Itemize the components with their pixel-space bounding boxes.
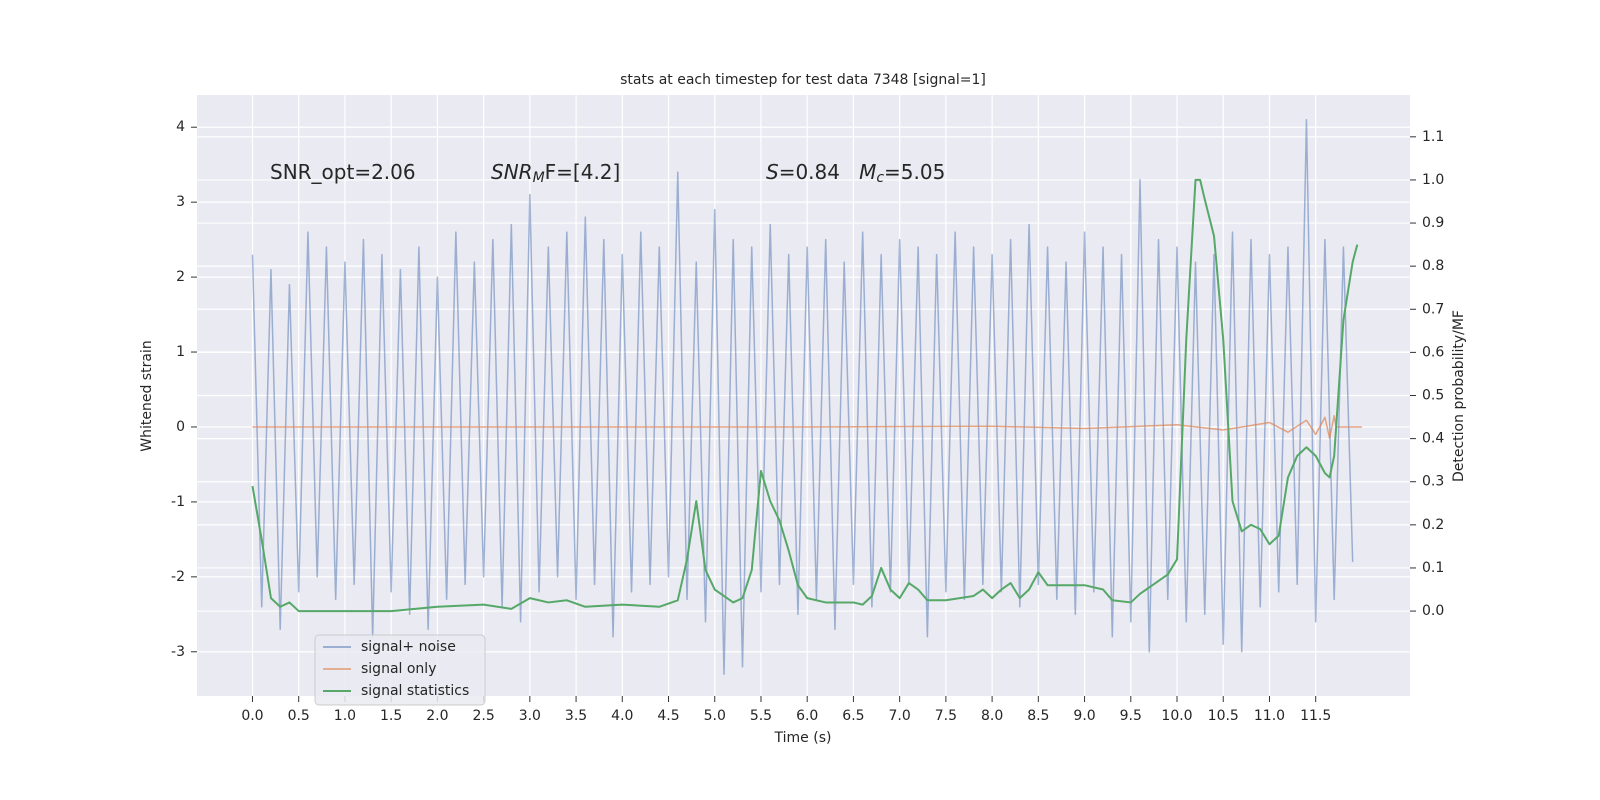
y2-tick-label: 0.2 [1422,517,1444,533]
y2-tick-label: 0.5 [1422,388,1444,404]
x-tick-label: 11.0 [1254,708,1285,724]
y2-axis-label: Detection probability/MF [1451,310,1467,482]
x-tick-label: 9.5 [1120,708,1142,724]
y-tick-label: 4 [176,119,185,135]
y2-tick-label: 0.1 [1422,560,1444,576]
y2-tick-label: 0.0 [1422,603,1444,619]
y-tick-label: -2 [171,569,185,585]
x-tick-label: 3.5 [565,708,587,724]
x-tick-label: 2.0 [426,708,448,724]
y-tick-label: 0 [176,419,185,435]
y-tick-label: 2 [176,269,185,285]
x-tick-label: 8.5 [1027,708,1049,724]
x-tick-label: 5.0 [704,708,726,724]
series-line [251,178,1359,613]
x-tick-label: 5.5 [750,708,772,724]
annotation: S=0.84 Mc=5.05 [766,160,945,187]
x-tick-label: 6.0 [796,708,818,724]
x-tick-label: 4.0 [611,708,633,724]
annotation-part: =5.05 [884,160,945,184]
annotation-part: c [876,170,884,186]
annotation-part: =0.84 [779,160,859,184]
axes: 0.0 0.5 1.0 1.5 2.0 2.5 3.0 3.5 4.0 4.5 5.0 5.5 6.0 6… [171,119,1444,724]
legend-label: signal only [361,661,436,677]
x-tick-label: 8.0 [981,708,1003,724]
annotation-part: SNR_opt=2.06 [270,160,416,184]
x-tick-label: 1.5 [380,708,402,724]
y2-tick-label: 0.7 [1422,301,1444,317]
annotation-part: F=[4.2] [545,160,621,184]
series-line [252,414,1362,439]
y-tick-label: -1 [171,494,185,510]
chart-title: stats at each timestep for test data 734… [620,72,986,88]
y2-tick-label: 0.6 [1422,344,1444,360]
x-tick-label: 9.0 [1073,708,1095,724]
annotation: SNR_opt=2.06 [270,160,416,184]
x-tick-label: 7.0 [889,708,911,724]
y-tick-label: 1 [176,344,185,360]
y2-tick-label: 1.0 [1422,172,1444,188]
annotation-part: S [766,160,779,184]
y-tick-label: 3 [176,194,185,210]
y2-tick-label: 0.9 [1422,215,1444,231]
legend-box [314,634,486,706]
x-tick-label: 4.5 [657,708,679,724]
legend-label: signal statistics [361,683,469,699]
y-tick-label: -3 [171,644,185,660]
annotation-part: M [859,160,876,184]
legend-label: signal+ noise [361,639,456,655]
annotation-part: M [533,170,545,186]
annotation-part: SNR [491,160,533,184]
x-tick-label: 10.5 [1208,708,1239,724]
x-tick-label: 3.0 [519,708,541,724]
x-tick-label: 7.5 [935,708,957,724]
annotation: SNRMF=[4.2] [491,160,620,187]
y2-tick-label: 0.8 [1422,258,1444,274]
y2-tick-label: 0.3 [1422,474,1444,490]
x-tick-label: 0.5 [288,708,310,724]
y-axis-label: Whitened strain [139,340,155,451]
x-tick-label: 6.5 [842,708,864,724]
y2-tick-label: 0.4 [1422,431,1444,447]
x-tick-label: 1.0 [334,708,356,724]
x-tick-label: 0.0 [241,708,263,724]
x-tick-label: 10.0 [1161,708,1192,724]
x-tick-label: 11.5 [1300,708,1331,724]
x-tick-label: 2.5 [472,708,494,724]
x-axis-label: Time (s) [774,730,832,746]
series-line [251,118,1354,676]
y2-tick-label: 1.1 [1422,129,1444,145]
marks [251,118,1362,676]
